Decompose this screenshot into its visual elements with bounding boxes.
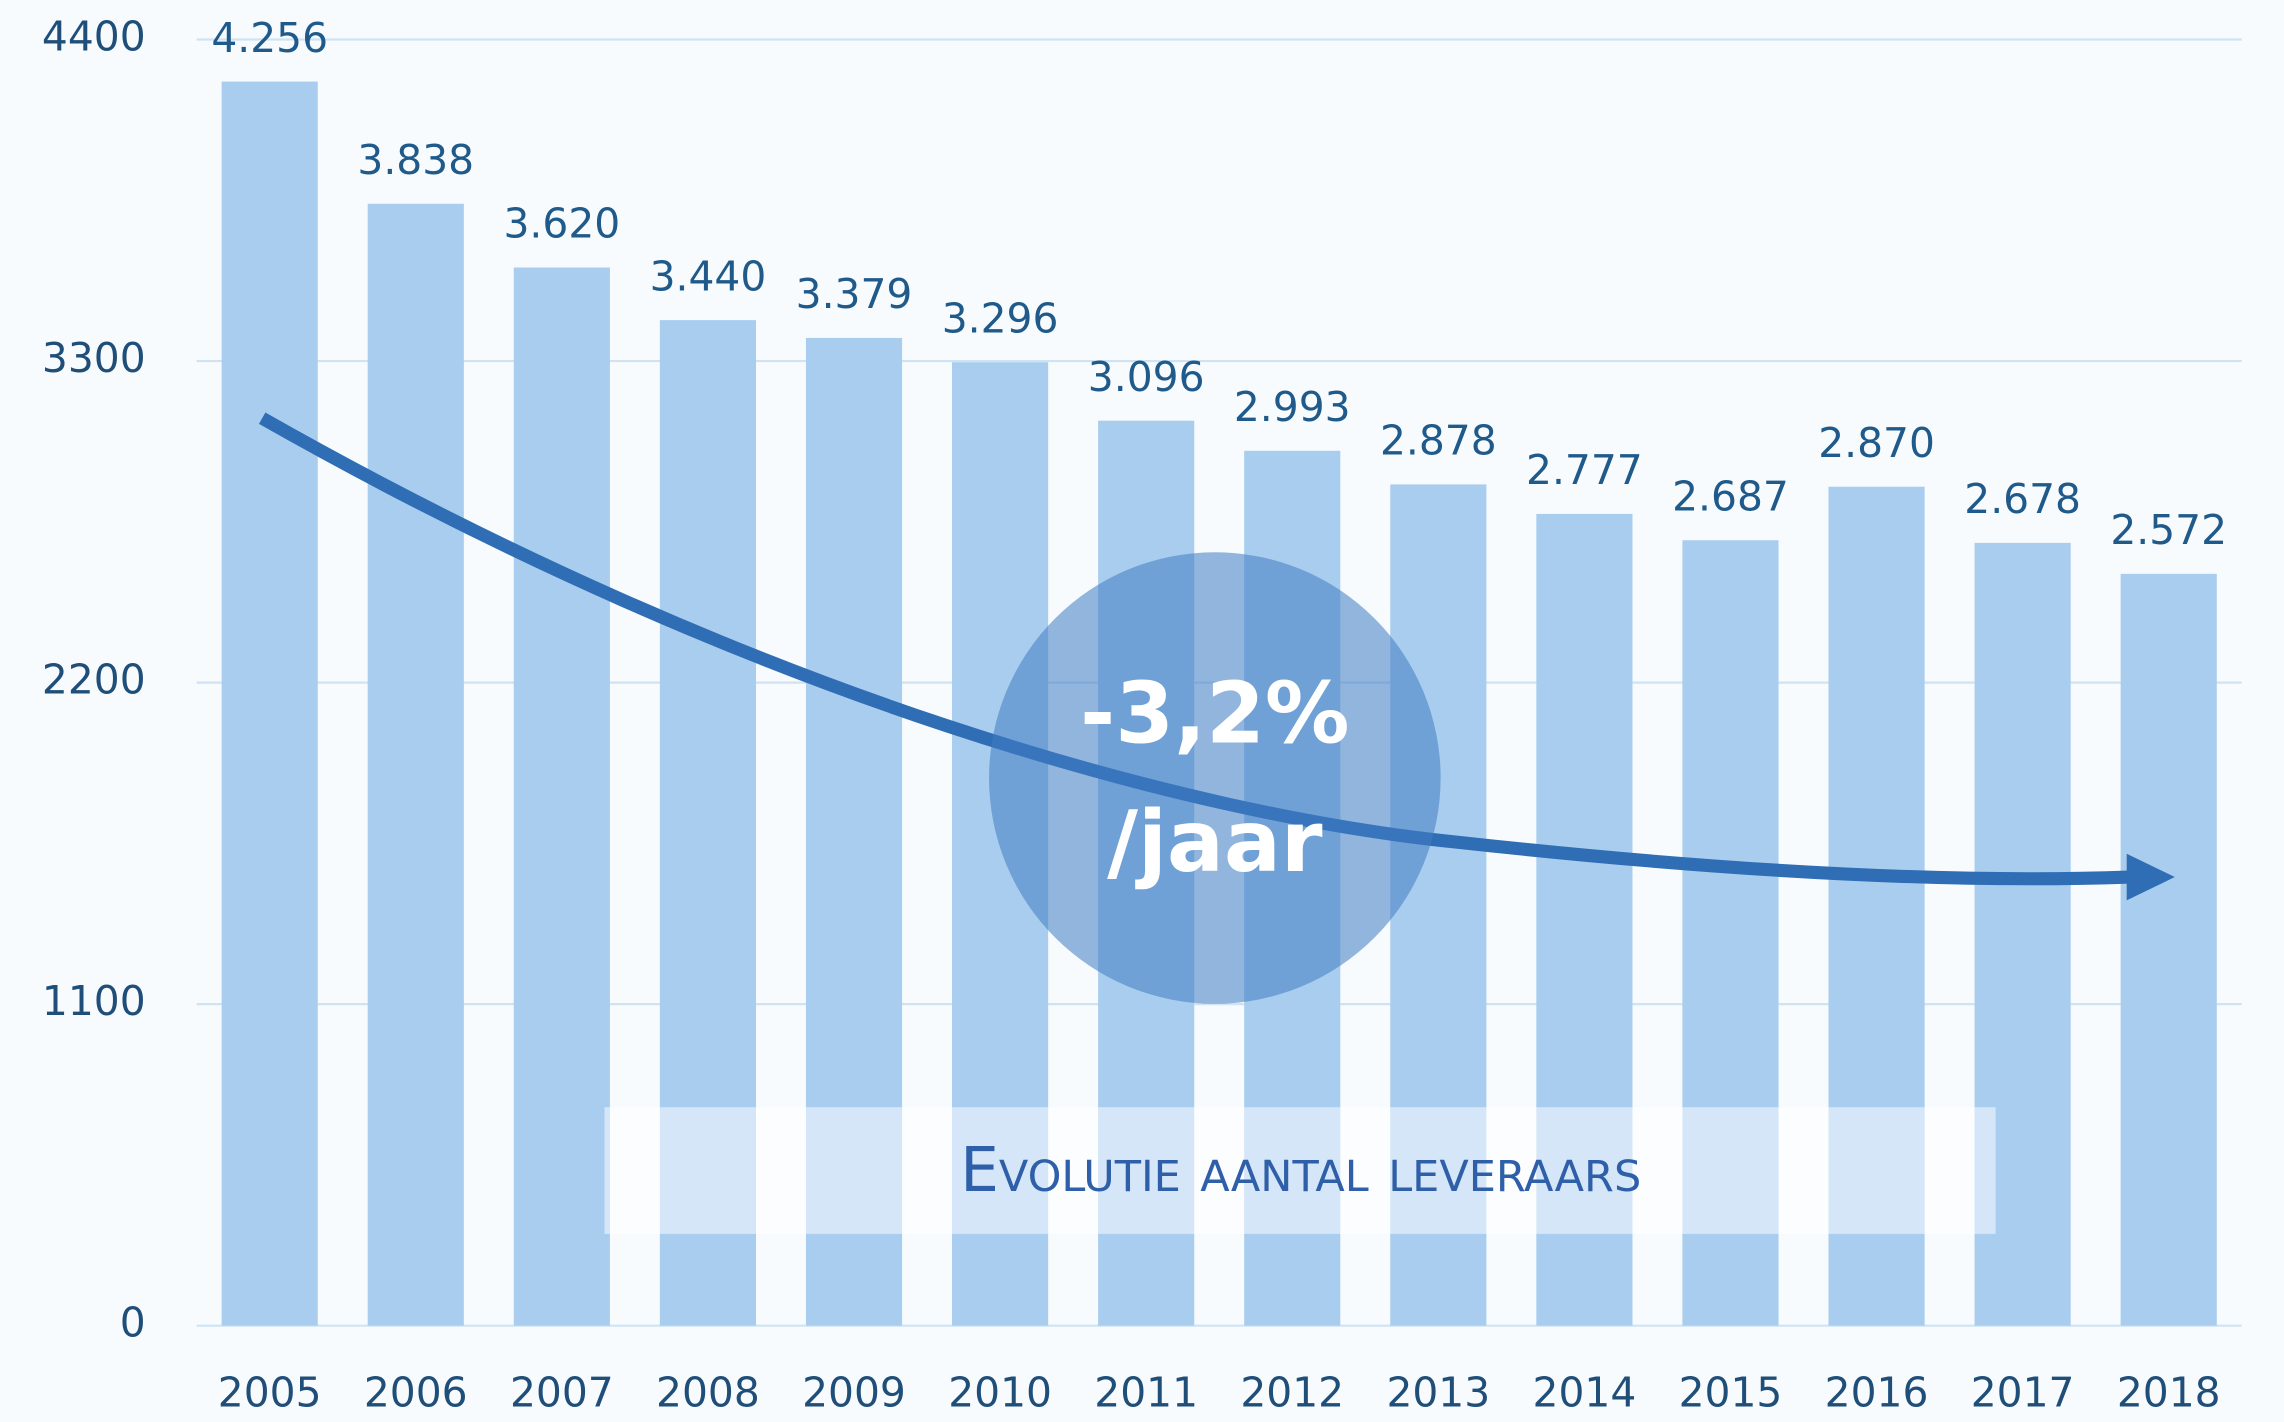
x-tick-label: 2010 bbox=[948, 1369, 1052, 1417]
x-tick-label: 2014 bbox=[1533, 1369, 1637, 1417]
y-tick-label: 1100 bbox=[42, 977, 146, 1025]
y-tick-label: 3300 bbox=[42, 334, 146, 382]
x-tick-label: 2008 bbox=[656, 1369, 760, 1417]
x-tick-label: 2018 bbox=[2117, 1369, 2221, 1417]
value-label: 2.870 bbox=[1818, 419, 1935, 467]
x-tick-label: 2007 bbox=[510, 1369, 614, 1417]
x-tick-label: 2016 bbox=[1825, 1369, 1929, 1417]
x-tick-label: 2006 bbox=[364, 1369, 468, 1417]
x-tick-label: 2013 bbox=[1386, 1369, 1490, 1417]
x-tick-label: 2011 bbox=[1094, 1369, 1198, 1417]
chart-title: Evolutie aantal leveraars bbox=[960, 1135, 1641, 1206]
x-tick-label: 2009 bbox=[802, 1369, 906, 1417]
value-label: 3.379 bbox=[796, 270, 913, 318]
highlight-circle bbox=[989, 552, 1441, 1004]
arrow-head bbox=[2126, 853, 2175, 901]
bar bbox=[513, 267, 610, 1326]
x-tick-label: 2012 bbox=[1240, 1369, 1344, 1417]
value-label: 2.572 bbox=[2110, 506, 2227, 554]
value-label: 2.687 bbox=[1672, 472, 1789, 520]
value-label: 3.296 bbox=[942, 294, 1059, 342]
x-tick-label: 2005 bbox=[218, 1369, 322, 1417]
y-tick-label: 4400 bbox=[42, 12, 146, 60]
bar bbox=[367, 203, 464, 1326]
value-label: 3.096 bbox=[1088, 353, 1205, 401]
x-tick-label: 2017 bbox=[1971, 1369, 2075, 1417]
bar bbox=[221, 81, 318, 1326]
annotation: /jaar bbox=[1107, 793, 1323, 891]
y-tick-label: 2200 bbox=[42, 656, 146, 704]
value-label: 3.440 bbox=[650, 252, 767, 300]
annotation: -3,2% bbox=[1080, 665, 1349, 763]
value-label: 2.777 bbox=[1526, 446, 1643, 494]
value-label: 2.878 bbox=[1380, 417, 1497, 465]
value-label: 4.256 bbox=[211, 14, 328, 62]
value-label: 2.678 bbox=[1964, 475, 2081, 523]
value-label: 3.838 bbox=[357, 136, 474, 184]
bar bbox=[2120, 573, 2217, 1326]
y-tick-label: 0 bbox=[120, 1299, 146, 1347]
x-tick-label: 2015 bbox=[1679, 1369, 1783, 1417]
title-box bbox=[604, 1107, 1996, 1234]
value-label: 3.620 bbox=[503, 200, 620, 248]
value-label: 2.993 bbox=[1234, 383, 1351, 431]
